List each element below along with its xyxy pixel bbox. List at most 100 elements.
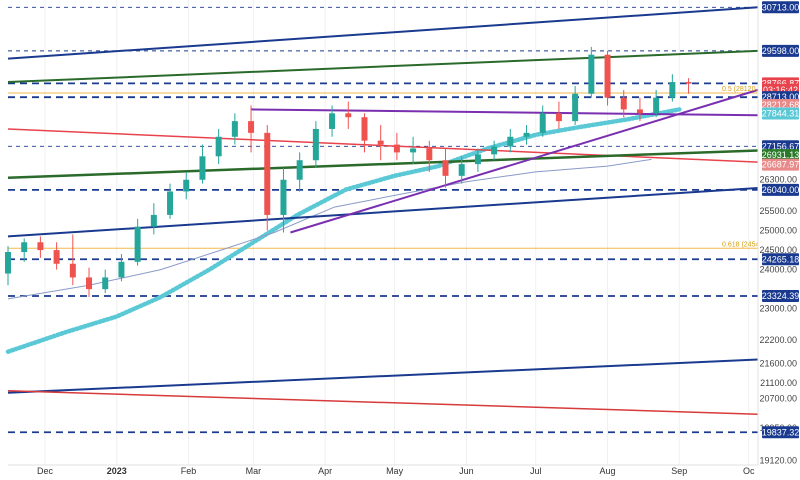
candle <box>620 89 627 118</box>
y-tick-label: 26300.00 <box>759 175 797 185</box>
candle <box>69 234 76 286</box>
candle-body <box>231 121 238 137</box>
price-tag: 30713.00 <box>762 1 800 14</box>
candle <box>669 74 676 102</box>
candle <box>426 140 433 172</box>
price-tag-label: 28212.68 <box>762 100 800 110</box>
price-tag-label: 27844.31 <box>762 109 800 119</box>
price-tag: 26931.13 <box>762 149 799 162</box>
price-tag-label: 28766.87 <box>762 78 800 88</box>
moving-average-layer <box>5 107 682 354</box>
y-axis-background <box>758 0 800 480</box>
candle-body <box>474 154 481 165</box>
candle-body <box>620 97 627 110</box>
y-tick-label: 24500.00 <box>759 245 797 255</box>
y-tick-label: 19120.00 <box>759 455 797 465</box>
candle <box>442 148 449 188</box>
moving-average-line <box>5 107 682 354</box>
y-tick-label: 24000.00 <box>759 265 797 275</box>
candle-body <box>150 214 157 227</box>
y-tick-label: 20700.00 <box>759 394 797 404</box>
candle-body <box>53 250 60 264</box>
x-tick-label: Jul <box>530 466 542 476</box>
price-tag: 26687.97 <box>762 158 799 171</box>
candle-body <box>458 164 465 176</box>
candle-body <box>21 242 28 253</box>
candle <box>539 105 546 137</box>
price-tag-label: 30713.00 <box>762 2 800 12</box>
x-tick-label: Apr <box>318 466 332 476</box>
candle <box>555 101 562 129</box>
candle <box>458 156 465 184</box>
candle-body <box>410 148 417 153</box>
candle-body <box>296 160 303 180</box>
x-tick-label: May <box>386 466 404 476</box>
candle-body <box>118 261 125 278</box>
candle-body <box>393 144 400 153</box>
candle <box>685 78 692 94</box>
candle-body <box>167 191 174 215</box>
trend-line <box>7 186 759 238</box>
candle <box>167 183 174 219</box>
candle <box>312 121 319 169</box>
candle <box>264 125 271 231</box>
candle-body <box>248 121 255 133</box>
y-tick-label: 23000.00 <box>759 304 797 314</box>
x-tick-label: Dec <box>37 466 54 476</box>
candle <box>150 203 157 235</box>
candle <box>118 253 125 282</box>
candle <box>653 89 660 118</box>
candle-body <box>345 113 352 118</box>
x-tick-label: 2023 <box>107 466 127 476</box>
candle-body <box>183 179 190 192</box>
candle-body <box>69 263 76 278</box>
candle <box>5 246 11 286</box>
x-tick-label: Jun <box>459 466 474 476</box>
candle <box>329 105 336 137</box>
candle-body <box>604 54 611 98</box>
fib-labels-layer: 0.5 (28120.48) 0.618 (24545.82) <box>722 86 775 248</box>
y-tick-label: 22200.00 <box>759 335 797 345</box>
candle <box>231 113 238 145</box>
y-tick-label: 25500.00 <box>759 206 797 216</box>
candle <box>345 101 352 129</box>
price-tag-label: 19837.32 <box>762 427 800 437</box>
candle-body <box>134 226 141 262</box>
candle-body <box>685 82 692 84</box>
price-tag-box <box>762 1 799 14</box>
candle-body <box>539 113 546 133</box>
candle <box>21 238 28 262</box>
price-tag-box <box>762 426 799 439</box>
y-tick-label: 21600.00 <box>759 358 797 368</box>
y-tick-label: 21100.00 <box>760 378 797 388</box>
candle <box>248 105 255 153</box>
x-tick-label: Oc <box>743 466 755 476</box>
trend-line <box>7 128 759 163</box>
candle <box>393 132 400 161</box>
candle <box>636 97 643 122</box>
candle <box>215 128 222 165</box>
candle-body <box>523 132 530 137</box>
candle-body <box>572 93 579 122</box>
x-tick-label: Aug <box>600 466 616 476</box>
price-tag-box <box>762 149 799 162</box>
candle-body <box>312 128 319 161</box>
candle-body <box>37 242 44 251</box>
candle <box>86 267 93 297</box>
candle-body <box>507 136 514 147</box>
candle <box>296 152 303 192</box>
candle <box>134 218 141 266</box>
candle <box>588 46 595 98</box>
candle-body <box>442 160 449 176</box>
candle-body <box>215 136 222 157</box>
candle <box>199 144 206 184</box>
candle-body <box>653 97 660 114</box>
price-tag: 23324.39 <box>762 290 799 303</box>
candle <box>410 136 417 165</box>
fib-label: 0.5 (28120.48) <box>722 86 768 93</box>
candle-body <box>102 277 109 290</box>
price-tag-label: 26040.00 <box>762 185 800 195</box>
price-tag-label: 27156.67 <box>762 141 800 151</box>
